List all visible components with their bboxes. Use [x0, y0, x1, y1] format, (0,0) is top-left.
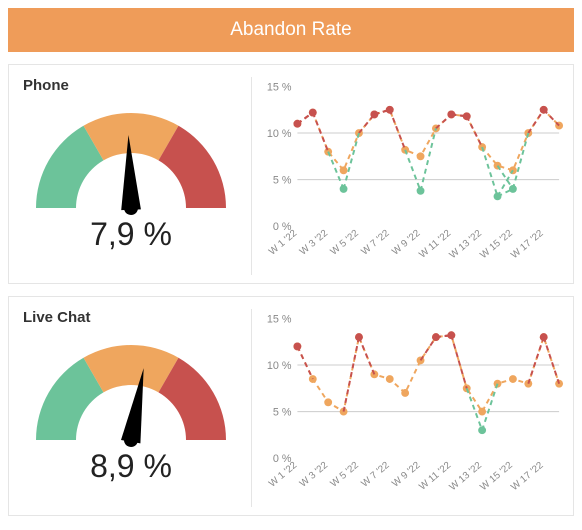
svg-text:10 %: 10 % [267, 128, 292, 140]
svg-text:W 13 '22: W 13 '22 [448, 460, 485, 493]
svg-text:W 17 '22: W 17 '22 [509, 460, 546, 493]
svg-text:W 7 '22: W 7 '22 [359, 460, 391, 490]
svg-text:W 15 '22: W 15 '22 [478, 228, 515, 261]
panels-container: Phone 7,9 % 0 %5 %10 %15 %W 1 '22W 3 '22… [0, 64, 582, 516]
svg-text:W 11 '22: W 11 '22 [417, 460, 453, 493]
svg-text:W 13 '22: W 13 '22 [448, 228, 485, 261]
svg-text:15 %: 15 % [267, 81, 292, 93]
trend-chart: 0 %5 %10 %15 %W 1 '22W 3 '22W 5 '22W 7 '… [252, 309, 565, 507]
svg-text:W 15 '22: W 15 '22 [478, 460, 515, 493]
svg-text:W 11 '22: W 11 '22 [417, 228, 453, 261]
metric-panel: Live Chat 8,9 % 0 %5 %10 %15 %W 1 '22W 3… [8, 296, 574, 516]
svg-text:10 %: 10 % [267, 360, 292, 372]
gauge-value: 7,9 % [90, 216, 172, 253]
gauge-label: Live Chat [23, 309, 91, 326]
svg-text:W 3 '22: W 3 '22 [298, 228, 330, 258]
svg-text:15 %: 15 % [267, 313, 292, 325]
svg-text:W 3 '22: W 3 '22 [298, 460, 330, 490]
svg-text:W 17 '22: W 17 '22 [509, 228, 546, 261]
svg-text:W 5 '22: W 5 '22 [329, 228, 361, 258]
svg-text:W 7 '22: W 7 '22 [359, 228, 391, 258]
gauge-label: Phone [23, 77, 69, 94]
header-bar: Abandon Rate [8, 8, 574, 52]
gauge-chart [26, 98, 236, 210]
gauge-value: 8,9 % [90, 448, 172, 485]
metric-panel: Phone 7,9 % 0 %5 %10 %15 %W 1 '22W 3 '22… [8, 64, 574, 284]
header-title: Abandon Rate [230, 19, 352, 41]
gauge-chart [26, 330, 236, 442]
trend-chart: 0 %5 %10 %15 %W 1 '22W 3 '22W 5 '22W 7 '… [252, 77, 565, 275]
svg-text:5 %: 5 % [273, 407, 292, 419]
svg-text:5 %: 5 % [273, 175, 292, 187]
gauge-side: Live Chat 8,9 % [17, 309, 252, 507]
gauge-side: Phone 7,9 % [17, 77, 252, 275]
svg-text:W 5 '22: W 5 '22 [329, 460, 361, 490]
